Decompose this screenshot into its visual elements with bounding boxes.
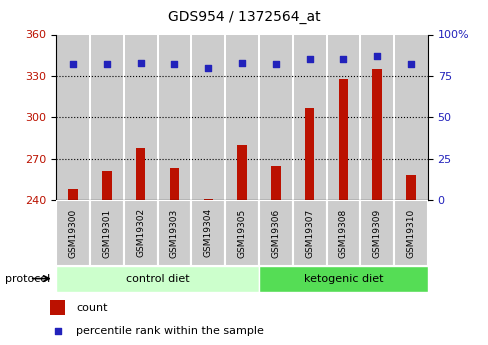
- Bar: [89, 34, 91, 200]
- Bar: [122, 34, 124, 200]
- Point: [54, 328, 61, 334]
- Bar: [292, 34, 326, 200]
- Bar: [292, 200, 326, 266]
- Bar: [326, 200, 360, 266]
- Bar: [224, 200, 259, 266]
- Bar: [56, 266, 259, 292]
- Text: control diet: control diet: [125, 274, 189, 284]
- Bar: [191, 34, 224, 200]
- Bar: [56, 34, 90, 200]
- Point: [305, 57, 313, 62]
- Point: [137, 60, 144, 66]
- Bar: [270, 166, 280, 200]
- Text: GSM19305: GSM19305: [237, 208, 246, 257]
- Text: GSM19310: GSM19310: [406, 208, 415, 257]
- Bar: [259, 34, 292, 200]
- Text: GDS954 / 1372564_at: GDS954 / 1372564_at: [168, 10, 320, 24]
- Bar: [259, 266, 427, 292]
- Bar: [102, 171, 111, 200]
- Text: GSM19307: GSM19307: [305, 208, 313, 257]
- Point: [238, 60, 245, 66]
- Bar: [190, 34, 192, 200]
- Point: [406, 61, 414, 67]
- Bar: [136, 148, 145, 200]
- Bar: [338, 79, 347, 200]
- Bar: [56, 200, 90, 266]
- Bar: [257, 34, 260, 200]
- Bar: [191, 200, 224, 266]
- Bar: [360, 200, 393, 266]
- Bar: [291, 34, 293, 200]
- Bar: [90, 34, 123, 200]
- Bar: [372, 69, 381, 200]
- Bar: [325, 34, 327, 200]
- Bar: [305, 108, 314, 200]
- Bar: [156, 34, 158, 200]
- Text: GSM19308: GSM19308: [338, 208, 347, 257]
- Bar: [326, 34, 360, 200]
- Bar: [169, 168, 179, 200]
- Point: [271, 61, 279, 67]
- Bar: [123, 200, 157, 266]
- Bar: [224, 34, 226, 200]
- Text: count: count: [76, 303, 107, 313]
- Text: GSM19302: GSM19302: [136, 208, 145, 257]
- Text: protocol: protocol: [5, 274, 50, 284]
- Point: [372, 53, 380, 59]
- Bar: [392, 34, 394, 200]
- Bar: [393, 200, 427, 266]
- Point: [170, 61, 178, 67]
- Text: GSM19304: GSM19304: [203, 208, 212, 257]
- Bar: [157, 200, 191, 266]
- Text: GSM19303: GSM19303: [170, 208, 179, 257]
- Bar: [123, 34, 157, 200]
- Point: [339, 57, 346, 62]
- Bar: [393, 34, 427, 200]
- Bar: [203, 199, 213, 200]
- Point: [69, 61, 77, 67]
- Text: percentile rank within the sample: percentile rank within the sample: [76, 326, 264, 336]
- Bar: [90, 200, 123, 266]
- Text: GSM19300: GSM19300: [68, 208, 78, 257]
- Bar: [157, 34, 191, 200]
- Bar: [237, 145, 246, 200]
- Bar: [406, 175, 415, 200]
- Point: [204, 65, 212, 70]
- Text: GSM19301: GSM19301: [102, 208, 111, 257]
- Bar: [359, 34, 361, 200]
- Bar: [50, 300, 65, 315]
- Bar: [360, 34, 393, 200]
- Bar: [224, 34, 259, 200]
- Bar: [259, 200, 292, 266]
- Point: [103, 61, 111, 67]
- Text: GSM19309: GSM19309: [372, 208, 381, 257]
- Bar: [68, 189, 78, 200]
- Text: ketogenic diet: ketogenic diet: [303, 274, 383, 284]
- Text: GSM19306: GSM19306: [271, 208, 280, 257]
